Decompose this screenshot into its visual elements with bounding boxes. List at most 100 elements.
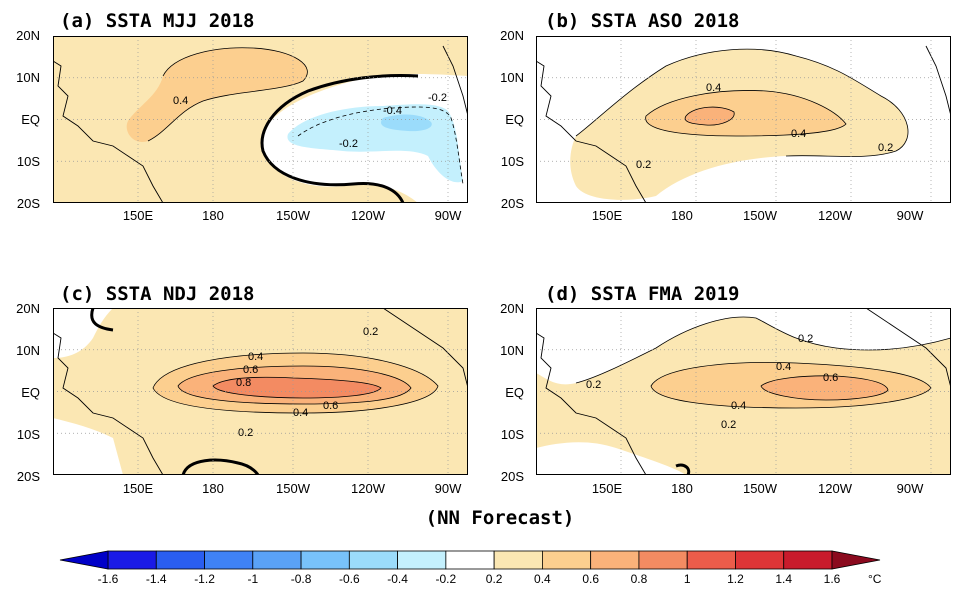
colorbar-box [397, 550, 447, 570]
panel-a-shade-04 [126, 47, 308, 142]
panel-c-contour-04 [152, 352, 439, 414]
panel-d-label: 0.2 [586, 379, 601, 391]
colorbar-level-label: 0.6 [582, 572, 599, 586]
panel-c-lon-tick: 150E [123, 481, 154, 496]
panel-c-contour-06 [177, 365, 412, 405]
panel-a-map: 0.4 -0.2 -0.4 -0.2 [53, 36, 468, 203]
colorbar: -1.6 -1.4 -1.2 -1 -0.8 -0.6 -0.4 -0.2 0.2 0.4 0.6 0… [59, 550, 882, 586]
panel-d-lon-tick: 150E [592, 481, 623, 496]
panel-d-zero-contour [675, 463, 691, 475]
panel-c-lat-tick: EQ [21, 385, 40, 400]
panel-c-lon-tick: 180 [202, 481, 224, 496]
panel-d-lat-tick: 10N [500, 343, 524, 358]
panel-b-lon-tick: 180 [671, 208, 693, 223]
colorbar-level-label: -1 [247, 572, 258, 586]
panel-c-lat-tick: 10N [16, 343, 40, 358]
panel-a-lon-tick: 180 [202, 208, 224, 223]
panel-d-lat-tick: 20S [501, 469, 524, 484]
panel-c-white-sw [53, 418, 123, 475]
panel-b-title: (b) SSTA ASO 2018 [545, 10, 739, 32]
colorbar-level-label: 0.8 [631, 572, 648, 586]
panel-a-lon-tick: 150W [276, 208, 311, 223]
panel-a-lon-tick: 150E [123, 208, 154, 223]
panel-c-lon-tick: 150W [276, 481, 311, 496]
colorbar-level-label: 1.4 [775, 572, 792, 586]
panel-d-lon-tick: 120W [818, 481, 853, 496]
panel-d-lat-tick: 10S [501, 427, 524, 442]
colorbar-box [735, 550, 785, 570]
panel-b-lon-tick: 120W [818, 208, 853, 223]
colorbar-low-arrow [59, 550, 109, 570]
panel-a-label: -0.4 [383, 105, 402, 117]
colorbar-box [252, 550, 302, 570]
colorbar-box [686, 550, 736, 570]
panel-b-contour-02 [575, 48, 909, 157]
panel-b-map: 0.4 0.4 0.2 0.2 [536, 36, 951, 203]
panel-d-lon-tick: 180 [671, 481, 693, 496]
panel-d-title: (d) SSTA FMA 2019 [545, 283, 739, 305]
panel-c-white-nw [53, 308, 113, 358]
colorbar-level-label: -1.6 [98, 572, 119, 586]
colorbar-box [590, 550, 640, 570]
colorbar-unit: °C [868, 572, 882, 586]
panel-b-label: 0.4 [706, 82, 721, 94]
colorbar-level-label: -0.2 [436, 572, 457, 586]
panel-a-label: -0.2 [339, 138, 358, 150]
panel-c-shade-08 [213, 377, 381, 398]
panel-b-label: 0.2 [636, 159, 651, 171]
panel-c-land [53, 308, 468, 475]
colorbar-level-label: -0.6 [339, 572, 360, 586]
panel-b-lat-tick: EQ [505, 112, 524, 127]
panel-c-label: 0.4 [248, 351, 263, 363]
colorbar-box [348, 550, 399, 570]
panel-d-lat-tick: EQ [505, 385, 524, 400]
panel-d-label: 0.4 [776, 361, 791, 373]
panel-a-shade-cold-04 [381, 114, 432, 132]
colorbar-box [155, 550, 205, 570]
panel-c-label: 0.2 [363, 326, 378, 338]
colorbar-box [445, 550, 495, 570]
colorbar-level-label: 1 [684, 572, 691, 586]
panel-c-lon-tick: 120W [351, 481, 386, 496]
panel-d-shade-06 [761, 375, 888, 400]
panel-c-label: 0.8 [236, 377, 251, 389]
panel-a-lat-tick: 20N [16, 28, 40, 43]
colorbar-level-label: 1.2 [727, 572, 744, 586]
colorbar-box [783, 550, 833, 570]
panel-a-contour-neg [297, 106, 464, 185]
colorbar-level-label: 0.4 [534, 572, 551, 586]
panel-a-label: -0.2 [428, 92, 447, 104]
panel-b-lat-tick: 10S [501, 154, 524, 169]
panel-c-lat-tick: 20N [16, 301, 40, 316]
panel-d-map: 0.2 0.2 0.4 0.6 0.4 0.2 [536, 308, 951, 475]
colorbar-box [542, 550, 592, 570]
panel-b-contour-04 [645, 90, 847, 137]
panel-b-label: 0.2 [878, 142, 893, 154]
colorbar-level-label: -1.2 [194, 572, 215, 586]
panel-d-lon-tick: 90W [897, 481, 924, 496]
panel-c-label: 0.2 [238, 427, 253, 439]
panel-a-lon-tick: 120W [351, 208, 386, 223]
colorbar-labels: -1.6 -1.4 -1.2 -1 -0.8 -0.6 -0.4 -0.2 0.2 0.4 0.6 0… [98, 572, 841, 586]
panel-a-title: (a) SSTA MJJ 2018 [60, 10, 254, 32]
panel-b-lat-tick: 20N [500, 28, 524, 43]
colorbar-level-label: 0.2 [486, 572, 503, 586]
panel-d-contour-02 [575, 316, 951, 384]
panel-a-lat-tick: EQ [21, 112, 40, 127]
panel-d: (d) SSTA FMA 2019 [500, 283, 951, 496]
panel-d-label: 0.2 [798, 333, 813, 345]
panel-c-contour-08 [212, 376, 382, 399]
panel-b-lat-tick: 20S [501, 196, 524, 211]
panel-b-contour-06 [684, 106, 735, 126]
panel-d-white-n [536, 308, 951, 385]
panel-a-label: 0.4 [173, 95, 188, 107]
panel-d-white-s [536, 442, 686, 475]
panel-b-lat-tick: 10N [500, 70, 524, 85]
colorbar-boxes [59, 550, 881, 570]
panel-d-lon-tick: 150W [743, 481, 778, 496]
panel-c-lat-tick: 10S [17, 427, 40, 442]
panel-c-label: 0.4 [293, 407, 308, 419]
panel-a-lat-tick: 20S [17, 196, 40, 211]
colorbar-box [493, 550, 543, 570]
colorbar-box [107, 550, 157, 570]
